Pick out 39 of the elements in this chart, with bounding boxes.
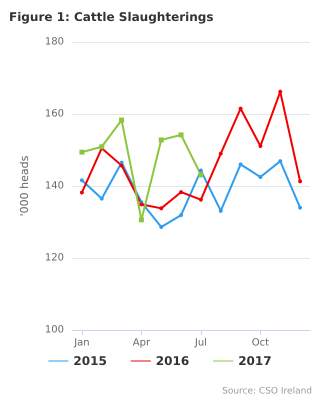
point: [238, 162, 243, 166]
point: [298, 206, 302, 210]
point: [258, 175, 262, 179]
x-tick-label: Jul: [194, 338, 207, 348]
y-tick-label: 140: [44, 180, 64, 192]
y-tick-label: 120: [44, 252, 64, 264]
point: [138, 217, 144, 222]
point: [178, 132, 184, 138]
point: [158, 137, 164, 142]
point: [278, 159, 282, 164]
x-tick-label: Oct: [252, 338, 270, 348]
point: [298, 179, 302, 184]
y-axis-title: '000 heads: [18, 155, 31, 216]
point: [198, 172, 204, 178]
legend-label: 2015: [73, 354, 107, 368]
point: [80, 178, 84, 182]
point: [119, 118, 124, 123]
x-tick-label: Jan: [73, 338, 90, 348]
point: [159, 206, 164, 210]
chart-title: Figure 1: Cattle Slaughterings: [9, 10, 214, 24]
x-tick-label: Apr: [132, 338, 151, 348]
point: [258, 144, 262, 148]
y-tick-label: 100: [44, 324, 64, 336]
point: [218, 152, 223, 156]
point: [198, 168, 203, 173]
point: [120, 163, 124, 168]
line-series: [80, 159, 302, 230]
legend-label: 2016: [156, 354, 190, 368]
point: [159, 225, 164, 230]
y-tick-label: 160: [44, 108, 64, 120]
point: [179, 190, 184, 194]
point: [100, 196, 104, 201]
point: [80, 190, 84, 194]
y-tick-label: 180: [44, 36, 64, 48]
source-note: Source: CSO Ireland: [222, 386, 312, 396]
legend-label: 2017: [238, 354, 272, 368]
point: [179, 213, 184, 218]
point: [198, 198, 203, 202]
point: [79, 150, 84, 155]
